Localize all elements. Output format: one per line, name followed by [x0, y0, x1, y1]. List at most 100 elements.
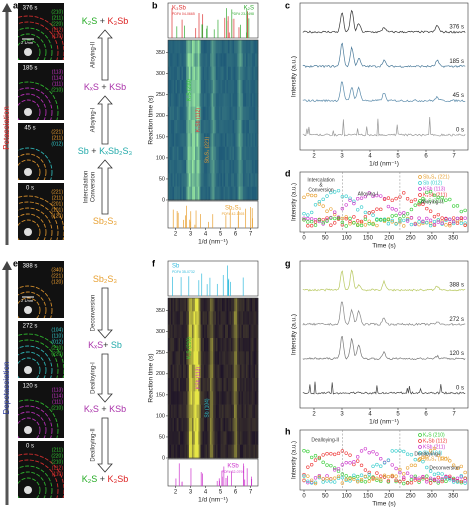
kinetic-point — [332, 212, 337, 217]
heat-cell — [172, 80, 175, 94]
kinetic-point — [455, 216, 460, 221]
heat-cell — [256, 160, 259, 174]
kinetic-point — [428, 449, 433, 453]
heat-cell — [247, 404, 250, 419]
kinetic-point — [394, 478, 398, 482]
heat-cell — [208, 120, 211, 134]
heat-cell — [252, 160, 254, 174]
hkl-label: (220) — [51, 351, 63, 357]
kinetic-point — [417, 201, 421, 205]
kinetic-point — [317, 199, 322, 204]
heat-cell — [247, 120, 250, 134]
heat-cell — [199, 80, 202, 94]
heat-cell — [180, 364, 182, 379]
heat-cell — [181, 106, 184, 121]
heat-cell — [189, 186, 191, 201]
heat-cell — [207, 120, 209, 134]
panel-label: d — [285, 168, 291, 178]
kinetic-point — [425, 216, 429, 221]
heat-cell — [193, 186, 196, 201]
kinetic-point — [463, 223, 467, 227]
heat-cell — [238, 173, 241, 187]
heat-cell — [252, 173, 254, 187]
heat-cell — [171, 324, 173, 339]
ring — [18, 213, 47, 240]
heat-cell — [204, 93, 206, 107]
heat-cell — [235, 404, 238, 419]
heat-cell — [229, 186, 232, 201]
transition-label: Dealloying-II — [91, 428, 97, 462]
heat-cell — [238, 106, 241, 121]
heat-cell — [247, 66, 250, 81]
kinetic-point — [428, 469, 433, 473]
x-axis-label: 1/d (nm⁻¹) — [198, 497, 228, 504]
kinetic-point — [432, 472, 437, 477]
heat-cell — [223, 80, 226, 94]
heat-cell — [250, 338, 253, 352]
heat-cell — [232, 106, 235, 121]
heat-cell — [246, 53, 248, 67]
heat-cell — [181, 311, 184, 325]
heat-cell — [246, 66, 248, 81]
heat-cell — [193, 364, 196, 379]
y-axis-label: Intensity (a.u.) — [292, 183, 298, 221]
heat-cell — [174, 338, 176, 352]
heat-cell — [210, 404, 212, 419]
heat-cell — [172, 106, 175, 121]
heat-cell — [241, 298, 244, 312]
kinetic-point — [317, 456, 322, 461]
heat-cell — [175, 364, 178, 379]
kinetic-point — [432, 477, 437, 482]
kinetic-point — [463, 470, 467, 475]
heat-cell — [187, 391, 190, 405]
heat-cell — [202, 120, 205, 134]
heat-cell — [168, 444, 170, 459]
heat-cell — [175, 160, 178, 174]
stage-part: + — [89, 146, 99, 156]
heat-cell — [181, 80, 184, 94]
heat-cell — [192, 391, 194, 405]
kinetic-point — [309, 210, 314, 215]
heat-cell — [175, 311, 178, 325]
heat-cell — [256, 53, 259, 67]
heat-cell — [240, 106, 242, 121]
heat-cell — [195, 186, 197, 201]
heat-cell — [201, 160, 203, 174]
heat-cell — [250, 120, 253, 134]
heat-cell — [217, 66, 220, 81]
kinetic-point — [379, 478, 383, 482]
heat-cell — [190, 378, 193, 392]
heat-cell — [225, 133, 227, 147]
heat-cell — [202, 133, 205, 147]
heat-cell — [241, 364, 244, 379]
heat-cell — [171, 106, 173, 121]
heat-cell — [253, 53, 256, 67]
kinetic-point — [436, 471, 440, 476]
heat-cell — [240, 418, 242, 432]
heat-cell — [214, 93, 217, 107]
transition-arrow — [97, 95, 113, 145]
heat-cell — [181, 186, 184, 201]
kinetic-point — [336, 215, 341, 219]
kinetic-point — [379, 464, 383, 468]
heat-cell — [175, 391, 178, 405]
heat-cell — [178, 106, 181, 121]
kinetic-point — [405, 466, 410, 470]
kinetic-point — [451, 480, 456, 484]
x-tick-label: 2 — [174, 490, 178, 496]
heat-cell — [217, 391, 220, 405]
heat-cell — [220, 93, 223, 107]
heat-cell — [190, 146, 193, 161]
heat-cell — [208, 133, 211, 147]
heat-cell — [237, 160, 239, 174]
heat-cell — [246, 160, 248, 174]
heat-cell — [193, 378, 196, 392]
heat-cell — [244, 173, 247, 187]
heat-cell — [175, 431, 178, 445]
heat-cell — [184, 418, 187, 432]
heat-cell — [186, 364, 188, 379]
frame-time: 120 s — [23, 384, 38, 390]
heat-cell — [235, 324, 238, 339]
heat-cell — [225, 378, 227, 392]
x-tick-label: 250 — [406, 236, 417, 242]
